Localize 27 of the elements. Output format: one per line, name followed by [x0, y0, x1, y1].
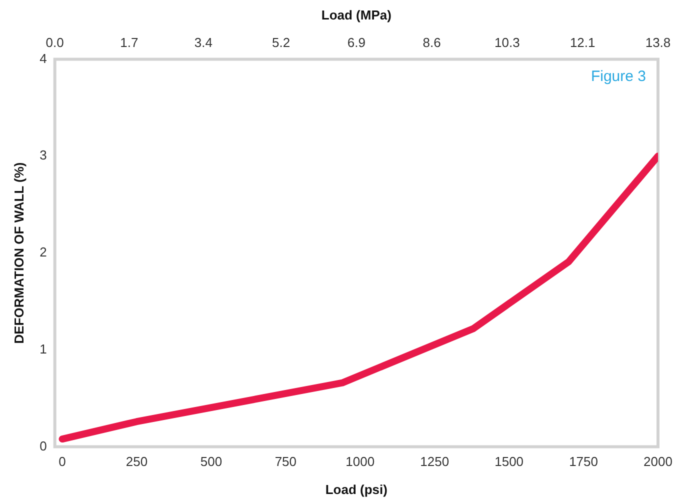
x-tick-label: 1250	[420, 454, 450, 470]
y-tick-label: 2	[40, 244, 47, 260]
annotation: Figure 3	[590, 68, 646, 85]
x2-tick-label: 0.0	[46, 34, 64, 50]
x2-tick-label: 3.4	[194, 34, 212, 50]
x-tick-label: 0	[58, 454, 66, 470]
x2-tick-label: 8.6	[422, 34, 441, 50]
x-tick-label: 1750	[569, 454, 598, 470]
y-tick-label: 0	[40, 438, 47, 454]
y-axis-title: DEFORMATION OF WALL (%)	[11, 162, 26, 344]
x-tick-label: 500	[200, 454, 222, 470]
x-tick-label: 2000	[644, 454, 672, 470]
x2-tick-label: 12.1	[570, 34, 596, 50]
x2-tick-label: 10.3	[494, 34, 520, 50]
x2-tick-label: 1.7	[120, 34, 138, 50]
x-tick-label: 250	[126, 454, 148, 470]
x2-tick-label: 13.8	[645, 34, 671, 50]
x-axis-title: Load (psi)	[325, 482, 388, 497]
x-tick-label: 750	[274, 454, 297, 470]
x2-tick-label: 5.2	[272, 34, 290, 50]
y-tick-label: 3	[40, 148, 47, 163]
x2-tick-label: 6.9	[347, 34, 366, 50]
x2-axis-title: Load (MPa)	[321, 7, 392, 22]
y-tick-label: 1	[40, 341, 47, 356]
x-tick-label: 1500	[494, 454, 524, 470]
x-tick-label: 1000	[346, 454, 375, 470]
y-tick-label: 4	[40, 50, 47, 66]
